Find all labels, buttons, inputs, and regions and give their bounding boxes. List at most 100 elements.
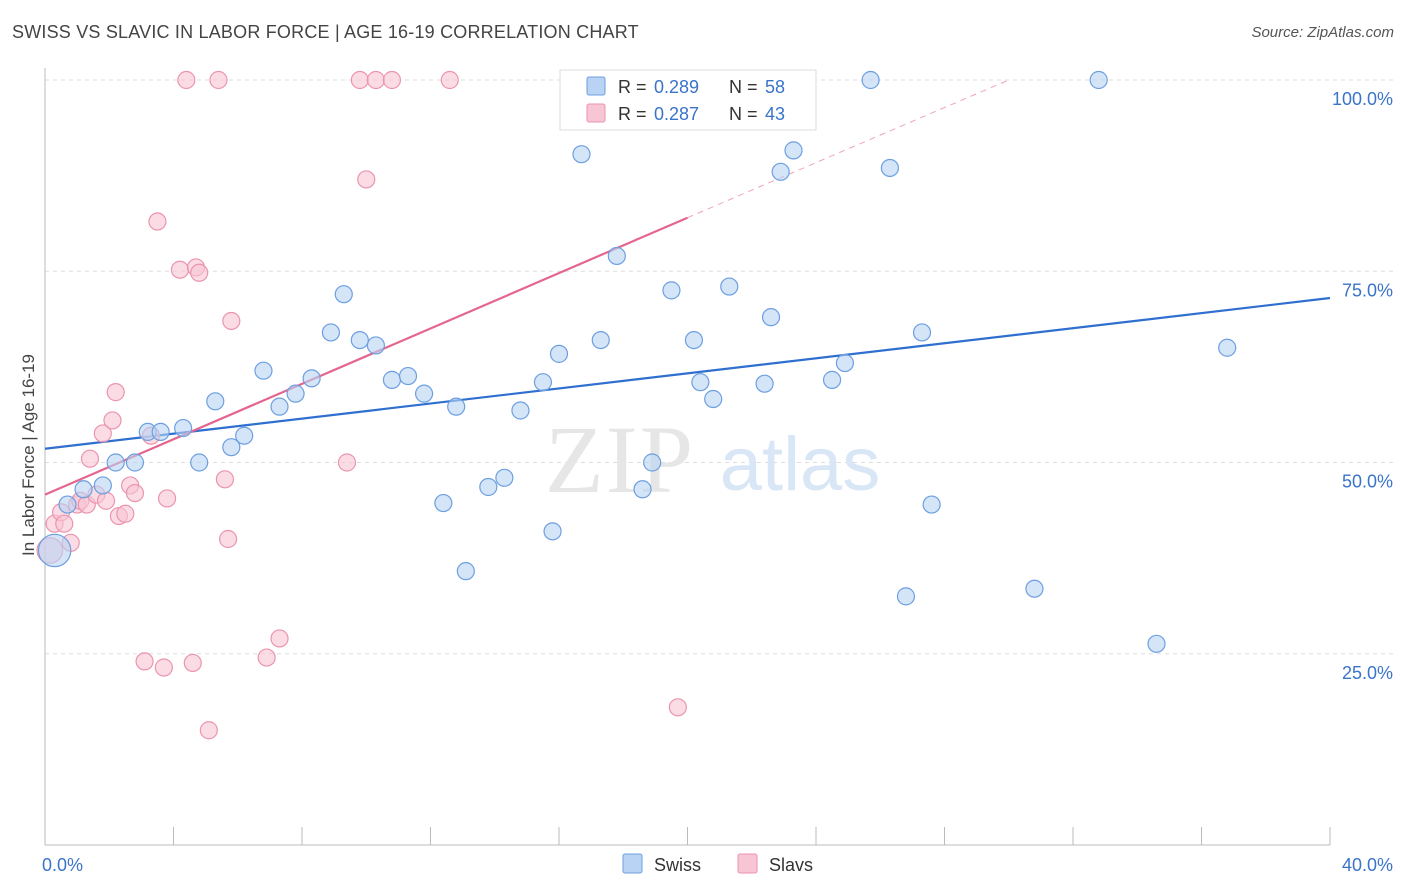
legend-r-value-slavs: 0.287	[654, 104, 699, 124]
trend-line-slavs	[44, 216, 688, 496]
point-swiss	[366, 336, 385, 355]
point-swiss	[761, 308, 781, 327]
axes	[44, 68, 1331, 846]
point-swiss	[321, 323, 341, 342]
trend-lines	[44, 79, 1331, 496]
point-slavs	[337, 453, 357, 472]
point-slavs	[199, 721, 218, 740]
point-swiss	[1218, 338, 1237, 357]
watermark-atlas: atlas	[720, 422, 881, 507]
point-slavs	[170, 260, 190, 279]
point-slavs	[183, 653, 202, 673]
point-swiss	[511, 401, 530, 420]
legend-bottom-label-slavs: Slavs	[769, 855, 813, 875]
point-swiss	[414, 384, 434, 403]
point-slavs	[270, 629, 289, 648]
point-swiss	[896, 587, 916, 606]
point-slavs	[440, 70, 459, 90]
point-swiss	[533, 373, 553, 392]
point-swiss	[633, 480, 652, 499]
point-slavs	[357, 170, 376, 189]
point-slavs	[93, 424, 112, 443]
point-swiss	[37, 533, 72, 568]
point-swiss	[822, 370, 842, 389]
point-swiss	[643, 453, 662, 472]
point-slavs	[96, 491, 116, 510]
point-slavs	[222, 311, 241, 331]
point-swiss	[1025, 579, 1044, 598]
point-swiss	[495, 468, 514, 487]
point-swiss	[235, 426, 254, 445]
point-slavs	[55, 514, 74, 533]
point-swiss	[254, 361, 273, 380]
point-slavs	[219, 529, 238, 549]
point-swiss	[434, 493, 453, 513]
trend-extension-slavs	[687, 79, 1009, 219]
y-tick-label: 50.0%	[1342, 472, 1393, 492]
point-swiss	[912, 323, 932, 342]
chart-source: Source: ZipAtlas.com	[1251, 24, 1394, 41]
gridlines	[45, 79, 1395, 655]
point-swiss	[174, 418, 193, 438]
y-axis-label: In Labor Force | Age 16-19	[19, 354, 38, 556]
point-swiss	[880, 158, 899, 178]
y-tick-label: 100.0%	[1332, 89, 1393, 109]
point-slavs	[154, 658, 173, 677]
legend-stats: R = 0.289 N = 58 R = 0.287 N = 43	[559, 69, 817, 131]
data-points	[36, 70, 1237, 740]
y-tick-label: 75.0%	[1342, 280, 1393, 300]
watermark-zip: ZIP	[545, 406, 695, 513]
point-slavs	[177, 70, 196, 90]
point-swiss	[286, 384, 305, 403]
point-slavs	[116, 504, 135, 523]
point-swiss	[771, 162, 790, 181]
point-slavs	[106, 383, 125, 402]
y-tick-label: 25.0%	[1342, 663, 1393, 683]
point-slavs	[215, 470, 234, 489]
legend-n-value-slavs: 43	[765, 104, 785, 124]
point-swiss	[106, 453, 125, 472]
legend-n-label-swiss: N =	[729, 77, 758, 97]
legend-r-value-swiss: 0.289	[654, 77, 699, 97]
point-swiss	[691, 373, 710, 392]
point-slavs	[103, 411, 122, 430]
chart-title: SWISS VS SLAVIC IN LABOR FORCE | AGE 16-…	[12, 22, 639, 42]
point-swiss	[382, 370, 402, 389]
watermark: ZIP atlas	[545, 406, 880, 513]
point-slavs	[190, 263, 209, 282]
point-swiss	[398, 366, 418, 386]
point-swiss	[456, 562, 475, 581]
point-swiss	[190, 453, 209, 472]
point-swiss	[74, 480, 93, 499]
point-swiss	[662, 281, 681, 300]
point-swiss	[334, 285, 353, 304]
tick-labels: 25.0% 50.0% 75.0% 100.0% 0.0% 40.0%	[42, 89, 1393, 875]
legend-swatch-slavs	[586, 103, 606, 123]
point-swiss	[684, 331, 704, 350]
point-swiss	[125, 453, 145, 472]
point-swiss	[302, 369, 321, 388]
legend-bottom-swatch-slavs	[737, 853, 758, 874]
point-swiss	[720, 277, 739, 296]
point-swiss	[549, 344, 569, 363]
point-slavs	[209, 70, 228, 90]
point-swiss	[835, 353, 855, 373]
point-swiss	[922, 495, 941, 514]
point-swiss	[543, 522, 562, 541]
point-swiss	[784, 141, 803, 160]
point-swiss	[861, 70, 880, 90]
x-tick-label: 0.0%	[42, 855, 83, 875]
point-swiss	[479, 477, 498, 497]
point-swiss	[222, 438, 241, 457]
point-slavs	[148, 212, 167, 231]
point-slavs	[135, 652, 154, 671]
point-swiss	[1089, 70, 1108, 90]
point-swiss	[607, 246, 626, 266]
legend-series: Swiss Slavs	[622, 853, 813, 875]
point-swiss	[591, 331, 610, 350]
point-swiss	[447, 397, 466, 416]
point-slavs	[157, 489, 177, 508]
point-slavs	[366, 70, 385, 90]
point-slavs	[125, 484, 145, 503]
